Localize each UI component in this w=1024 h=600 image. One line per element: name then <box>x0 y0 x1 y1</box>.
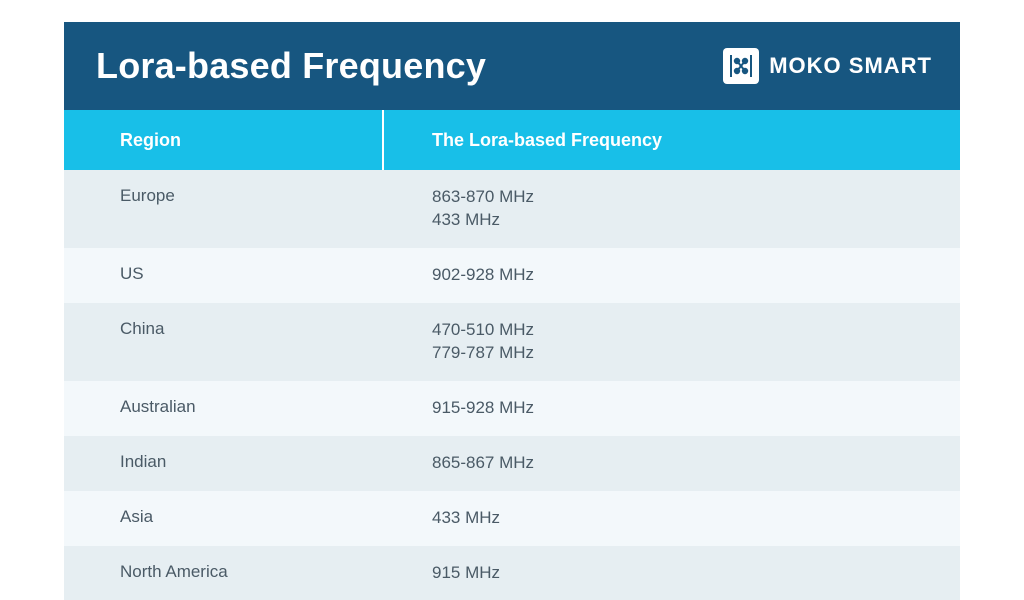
cell-frequency: 470-510 MHz 779-787 MHz <box>384 303 960 381</box>
frequency-table-card: Lora-based Frequency MOKO SMART <box>64 22 960 600</box>
table-row: US902-928 MHz <box>64 248 960 303</box>
table-row: Europe863-870 MHz 433 MHz <box>64 170 960 248</box>
page-title: Lora-based Frequency <box>96 45 486 87</box>
col-header-region: Region <box>64 110 384 170</box>
brand: MOKO SMART <box>723 48 932 84</box>
table-row: Indian865-867 MHz <box>64 436 960 491</box>
cell-frequency: 915-928 MHz <box>384 381 960 436</box>
title-bar: Lora-based Frequency MOKO SMART <box>64 22 960 110</box>
table-row: Asia433 MHz <box>64 491 960 546</box>
table-row: China470-510 MHz 779-787 MHz <box>64 303 960 381</box>
table-header: Region The Lora-based Frequency <box>64 110 960 170</box>
table-row: Australian915-928 MHz <box>64 381 960 436</box>
brand-name: MOKO SMART <box>769 53 932 79</box>
cell-frequency: 863-870 MHz 433 MHz <box>384 170 960 248</box>
table-body: Europe863-870 MHz 433 MHzUS902-928 MHzCh… <box>64 170 960 600</box>
cell-frequency: 902-928 MHz <box>384 248 960 303</box>
col-header-frequency: The Lora-based Frequency <box>384 130 960 151</box>
cell-region: Europe <box>64 170 384 248</box>
brand-logo-icon <box>723 48 759 84</box>
cell-frequency: 865-867 MHz <box>384 436 960 491</box>
brand-logo-svg <box>727 52 755 80</box>
cell-region: Australian <box>64 381 384 436</box>
cell-region: US <box>64 248 384 303</box>
cell-region: Indian <box>64 436 384 491</box>
cell-frequency: 433 MHz <box>384 491 960 546</box>
cell-region: Asia <box>64 491 384 546</box>
cell-region: China <box>64 303 384 381</box>
